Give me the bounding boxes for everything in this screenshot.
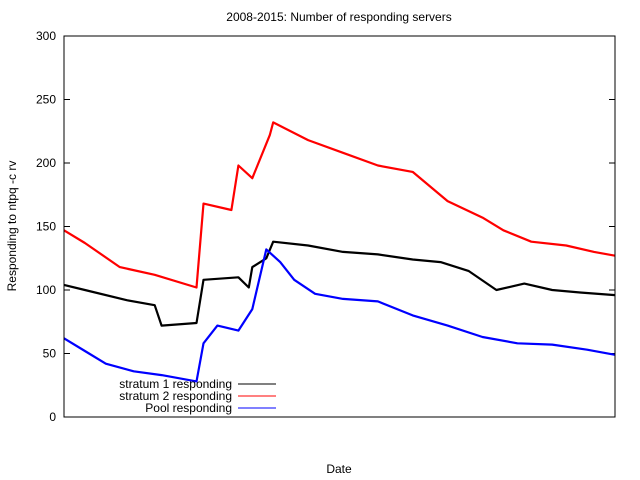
y-axis-ticks: 0 50 100 150 200 250 300 [36,29,615,424]
series-line-2 [63,121,616,289]
plot-frame [63,35,616,418]
y-axis-label: Responding to ntpq -c rv [5,161,19,292]
y-tick-label: 250 [36,93,56,107]
y-tick-label: 100 [36,283,56,297]
y-tick-label: 150 [36,220,56,234]
y-tick-label: 200 [36,156,56,170]
legend-label: stratum 1 responding [119,377,232,391]
series-line-3 [63,248,616,383]
y-tick-label: 300 [36,29,56,43]
y-tick-label: 50 [43,347,57,361]
x-axis-label: Date [326,462,352,476]
legend-label: stratum 2 responding [119,389,232,403]
legend-label: Pool responding [145,401,232,415]
y-tick-label: 0 [49,410,56,424]
series-line-1 [63,240,616,327]
series-layer [63,121,616,383]
chart-title: 2008-2015: Number of responding servers [226,10,451,24]
